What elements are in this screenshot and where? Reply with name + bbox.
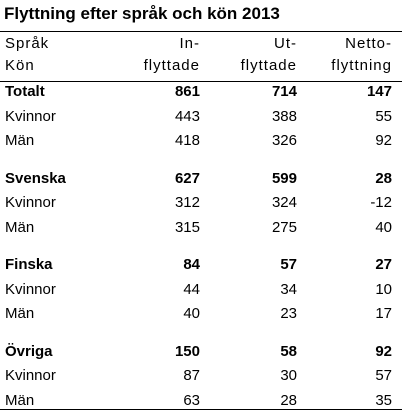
cell: 55 <box>375 107 392 125</box>
rule <box>0 81 402 82</box>
cell: 418 <box>174 132 200 149</box>
total-cell: 84 <box>183 256 200 273</box>
cell: 57 <box>375 367 392 384</box>
cell: 40 <box>183 305 200 322</box>
rule <box>0 31 402 32</box>
row-label: Män <box>5 218 35 236</box>
cell: 17 <box>375 305 392 322</box>
row-label: Män <box>5 391 35 409</box>
cell: -12 <box>370 194 392 211</box>
group-name: Totalt <box>5 83 45 100</box>
total-cell: 28 <box>375 169 392 187</box>
title: Flyttning efter språk och kön 2013 <box>4 4 280 23</box>
cell: 63 <box>183 391 200 409</box>
header-cell: Språk <box>5 35 50 52</box>
header-cell: flyttade <box>240 57 297 74</box>
total-cell: 627 <box>174 169 200 187</box>
header-cell: flyttade <box>143 57 200 74</box>
cell: 324 <box>271 194 297 211</box>
cell: 326 <box>271 132 297 149</box>
total-cell: 27 <box>375 256 392 273</box>
row-label: Kvinnor <box>5 194 56 211</box>
cell: 23 <box>280 305 297 322</box>
row-label: Kvinnor <box>5 367 56 384</box>
total-cell: 57 <box>280 256 297 273</box>
total-cell: 147 <box>366 83 392 100</box>
header-cell: Ut- <box>274 35 297 52</box>
header-cell: Netto- <box>345 35 392 52</box>
group-name: Svenska <box>5 169 66 187</box>
cell: 30 <box>280 367 297 384</box>
total-cell: 861 <box>174 83 200 100</box>
total-cell: 599 <box>271 169 297 187</box>
header-cell: Kön <box>5 57 35 74</box>
cell: 87 <box>183 367 200 384</box>
cell: 312 <box>174 194 200 211</box>
group-name: Övriga <box>5 342 53 360</box>
header-cell: In- <box>179 35 200 52</box>
cell: 40 <box>375 218 392 236</box>
total-cell: 92 <box>375 342 392 360</box>
cell: 92 <box>375 132 392 149</box>
row-label: Kvinnor <box>5 107 56 125</box>
cell: 275 <box>271 218 297 236</box>
row-label: Män <box>5 305 35 322</box>
row-label: Män <box>5 132 35 149</box>
cell: 35 <box>375 391 392 409</box>
cell: 443 <box>174 107 200 125</box>
cell: 315 <box>174 218 200 236</box>
rule <box>0 409 402 410</box>
total-cell: 150 <box>174 342 200 360</box>
row-label: Kvinnor <box>5 280 56 298</box>
cell: 28 <box>280 391 297 409</box>
total-cell: 58 <box>280 342 297 360</box>
cell: 44 <box>183 280 200 298</box>
group-name: Finska <box>5 256 53 273</box>
cell: 388 <box>271 107 297 125</box>
cell: 10 <box>375 280 392 298</box>
header-cell: flyttning <box>331 57 392 74</box>
cell: 34 <box>280 280 297 298</box>
total-cell: 714 <box>271 83 297 100</box>
